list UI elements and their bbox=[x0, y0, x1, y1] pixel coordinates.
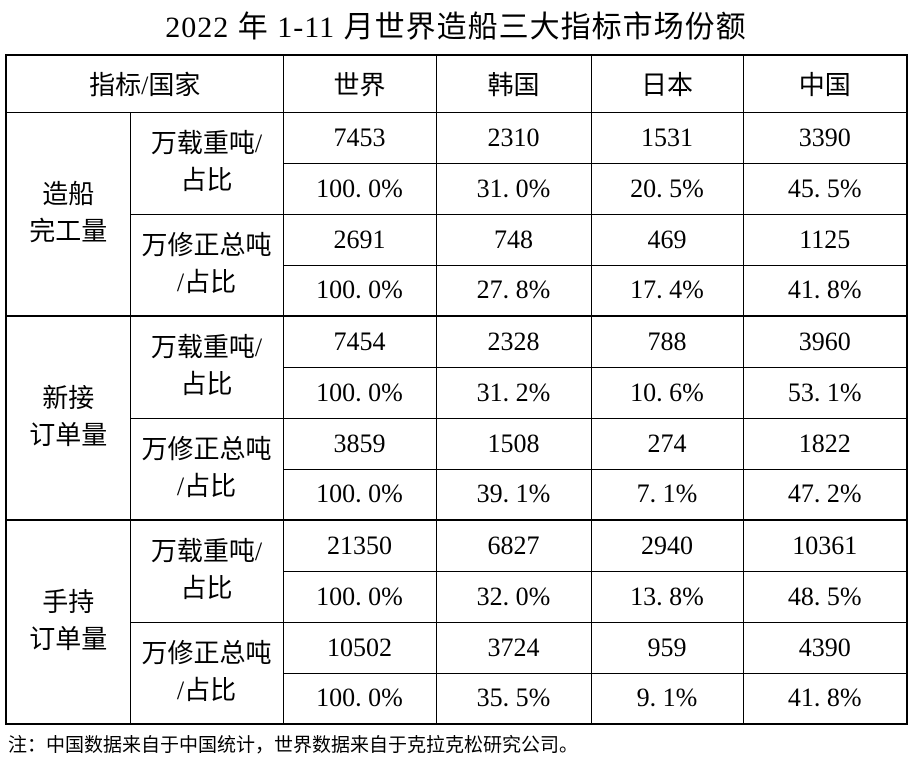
header-col-korea: 韩国 bbox=[435, 54, 592, 113]
table-row: 新接 订单量 万载重吨/ 占比 7454 2328 788 3960 bbox=[5, 315, 908, 521]
table-row: 手持 订单量 万载重吨/ 占比 21350 6827 2940 10361 bbox=[5, 519, 908, 725]
shipbuilding-indicators-table: 指标/国家 世界 韩国 日本 中国 造船 完工量 万载重吨/ 占比 7453 2… bbox=[5, 54, 909, 725]
group-label-new-orders: 新接 订单量 bbox=[5, 315, 131, 521]
value-cell: 1531 bbox=[590, 111, 744, 164]
value-cell: 3960 bbox=[742, 315, 908, 368]
share-cell: 41. 8% bbox=[742, 264, 908, 317]
share-cell: 31. 2% bbox=[435, 366, 592, 419]
share-cell: 45. 5% bbox=[742, 162, 908, 215]
share-cell: 17. 4% bbox=[590, 264, 744, 317]
value-cell: 3724 bbox=[435, 621, 592, 674]
table-row: 万修正总吨 /占比 2691 748 469 1125 bbox=[6, 213, 908, 317]
header-row: 指标/国家 世界 韩国 日本 中国 bbox=[5, 54, 908, 113]
table-row: 100. 0% 35. 5% 9. 1% 41. 8% bbox=[6, 672, 908, 725]
share-cell: 41. 8% bbox=[742, 672, 908, 725]
page-title: 2022 年 1-11 月世界造船三大指标市场份额 bbox=[165, 11, 747, 44]
metric-label-dwt: 万载重吨/ 占比 bbox=[129, 519, 284, 623]
table-row: 万修正总吨 /占比 10502 3724 959 4390 bbox=[6, 621, 908, 725]
value-cell: 2691 bbox=[282, 213, 437, 266]
share-cell: 35. 5% bbox=[435, 672, 592, 725]
share-cell: 39. 1% bbox=[435, 468, 592, 521]
value-cell: 10502 bbox=[282, 621, 437, 674]
share-cell: 53. 1% bbox=[742, 366, 908, 419]
value-cell: 1508 bbox=[435, 417, 592, 470]
value-cell: 748 bbox=[435, 213, 592, 266]
group-label-completions: 造船 完工量 bbox=[5, 111, 131, 317]
value-cell: 2940 bbox=[590, 519, 744, 572]
share-cell: 100. 0% bbox=[282, 468, 437, 521]
value-cell: 2328 bbox=[435, 315, 592, 368]
value-cell: 10361 bbox=[742, 519, 908, 572]
value-cell: 469 bbox=[590, 213, 744, 266]
table-row: 造船 完工量 万载重吨/ 占比 7453 2310 1531 3390 bbox=[5, 111, 908, 317]
share-cell: 13. 8% bbox=[590, 570, 744, 623]
share-cell: 10. 6% bbox=[590, 366, 744, 419]
footnote: 注：中国数据来自于中国统计，世界数据来自于克拉克松研究公司。 bbox=[8, 735, 579, 756]
share-cell: 100. 0% bbox=[282, 264, 437, 317]
share-cell: 48. 5% bbox=[742, 570, 908, 623]
value-cell: 3859 bbox=[282, 417, 437, 470]
value-cell: 274 bbox=[590, 417, 744, 470]
table-row: 100. 0% 39. 1% 7. 1% 47. 2% bbox=[6, 468, 908, 521]
value-cell: 959 bbox=[590, 621, 744, 674]
value-cell: 2310 bbox=[435, 111, 592, 164]
share-cell: 100. 0% bbox=[282, 162, 437, 215]
metric-label-cgt: 万修正总吨 /占比 bbox=[129, 213, 284, 317]
value-cell: 7453 bbox=[282, 111, 437, 164]
value-cell: 7454 bbox=[282, 315, 437, 368]
share-cell: 7. 1% bbox=[590, 468, 744, 521]
share-cell: 100. 0% bbox=[282, 570, 437, 623]
value-cell: 1125 bbox=[742, 213, 908, 266]
value-cell: 6827 bbox=[435, 519, 592, 572]
header-col-world: 世界 bbox=[282, 54, 437, 113]
table-row: 万修正总吨 /占比 3859 1508 274 1822 bbox=[6, 417, 908, 521]
table-row: 100. 0% 31. 2% 10. 6% 53. 1% bbox=[6, 366, 908, 419]
share-cell: 32. 0% bbox=[435, 570, 592, 623]
share-cell: 100. 0% bbox=[282, 366, 437, 419]
value-cell: 21350 bbox=[282, 519, 437, 572]
value-cell: 788 bbox=[590, 315, 744, 368]
share-cell: 27. 8% bbox=[435, 264, 592, 317]
header-col-china: 中国 bbox=[742, 54, 908, 113]
table-row: 100. 0% 32. 0% 13. 8% 48. 5% bbox=[6, 570, 908, 623]
metric-label-cgt: 万修正总吨 /占比 bbox=[129, 621, 284, 725]
metric-label-cgt: 万修正总吨 /占比 bbox=[129, 417, 284, 521]
share-cell: 31. 0% bbox=[435, 162, 592, 215]
value-cell: 1822 bbox=[742, 417, 908, 470]
metric-label-dwt: 万载重吨/ 占比 bbox=[129, 315, 284, 419]
group-label-order-backlog: 手持 订单量 bbox=[5, 519, 131, 725]
metric-label-dwt: 万载重吨/ 占比 bbox=[129, 111, 284, 215]
header-col-japan: 日本 bbox=[590, 54, 744, 113]
share-cell: 47. 2% bbox=[742, 468, 908, 521]
share-cell: 9. 1% bbox=[590, 672, 744, 725]
value-cell: 4390 bbox=[742, 621, 908, 674]
share-cell: 20. 5% bbox=[590, 162, 744, 215]
value-cell: 3390 bbox=[742, 111, 908, 164]
header-corner-cell: 指标/国家 bbox=[5, 54, 284, 113]
share-cell: 100. 0% bbox=[282, 672, 437, 725]
